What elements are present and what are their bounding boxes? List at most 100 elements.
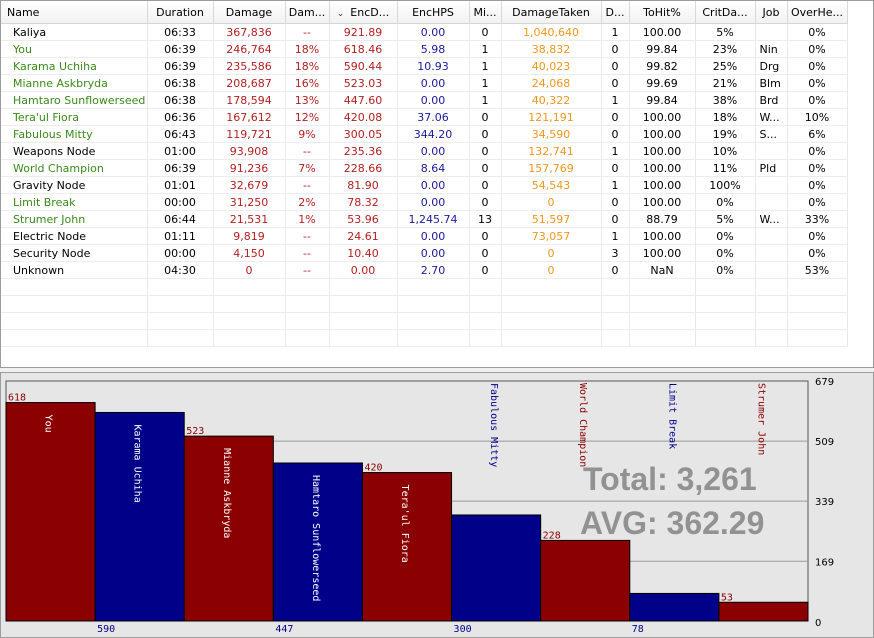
empty-cell (285, 278, 330, 296)
bar-name-label: World Champion (577, 383, 588, 467)
bar-5 (361, 472, 453, 622)
table-row[interactable]: Kaliya 06:33 367,836 -- 921.89 0.00 0 1,040,640… (1, 23, 848, 41)
col-header-encdps[interactable]: ⌄ EncD... (329, 1, 398, 24)
col-header-misses[interactable]: Mi... (469, 1, 502, 24)
table-row[interactable]: Electric Node 01:11 9,819 -- 24.61 0.00 0 73,05… (1, 227, 848, 245)
table-row[interactable]: Karama Uchiha 06:39 235,586 18% 590.44 10.93 1… (1, 57, 848, 75)
cell-encdps: 228.66 (329, 159, 398, 177)
cell-deaths: 1 (601, 227, 630, 245)
empty-cell (787, 329, 848, 347)
cell-tohit: 100.00 (629, 125, 696, 143)
cell-damage: 235,586 (213, 57, 286, 75)
cell-misses: 0 (469, 176, 502, 194)
cell-damage: 119,721 (213, 125, 286, 143)
cell-misses: 0 (469, 244, 502, 262)
cell-misses: 13 (469, 210, 502, 228)
cell-damage: 4,150 (213, 244, 286, 262)
cell-critdam: 11% (695, 159, 756, 177)
cell-encdps: 523.03 (329, 74, 398, 92)
cell-tohit: 99.69 (629, 74, 696, 92)
bar-4 (272, 462, 363, 622)
bar-value-label: 420 (364, 463, 382, 474)
cell-overheal: 0% (787, 176, 848, 194)
cell-damage: 367,836 (213, 23, 286, 41)
cell-duration: 06:39 (147, 57, 214, 75)
cell-name: Security Node (1, 244, 148, 262)
cell-name: Hamtaro Sunflowerseed (1, 91, 148, 109)
cell-overheal: 6% (787, 125, 848, 143)
cell-critdam: 0% (695, 227, 756, 245)
col-header-duration[interactable]: Duration (147, 1, 214, 24)
col-header-tohit[interactable]: ToHit% (629, 1, 696, 24)
col-header-job[interactable]: Job (755, 1, 788, 24)
cell-damage-pct: -- (285, 261, 330, 279)
col-header-overheal[interactable]: OverHe... (787, 1, 848, 24)
table-row[interactable]: Limit Break 00:00 31,250 2% 78.32 0.00 0 0 0 100.… (1, 193, 848, 211)
cell-damage-taken: 132,741 (501, 142, 602, 160)
bar-9 (718, 601, 809, 622)
cell-damage: 246,764 (213, 40, 286, 58)
col-header-damage-taken[interactable]: DamageTaken (501, 1, 602, 24)
empty-row (1, 329, 848, 347)
cell-job (755, 227, 788, 245)
cell-damage-pct: 18% (285, 40, 330, 58)
empty-cell (469, 278, 502, 296)
empty-cell (285, 329, 330, 347)
cell-overheal: 33% (787, 210, 848, 228)
cell-duration: 00:00 (147, 244, 214, 262)
table-row[interactable]: Strumer John 06:44 21,531 1% 53.96 1,245.74 13… (1, 210, 848, 228)
table-row[interactable]: Tera'ul Fiora 06:36 167,612 12% 420.08 37.06 0… (1, 108, 848, 126)
bar-name-label: Hamtaro Sunflowerseed (310, 475, 321, 601)
table-row[interactable]: Mianne Askbryda 06:38 208,687 16% 523.03 0.00… (1, 74, 848, 92)
cell-duration: 06:33 (147, 23, 214, 41)
empty-cell (695, 278, 756, 296)
table-row[interactable]: Security Node 00:00 4,150 -- 10.40 0.00 0 0 3 100… (1, 244, 848, 262)
bar-value-label: 590 (97, 624, 115, 635)
y-tick-label: 509 (815, 437, 834, 448)
cell-job (755, 142, 788, 160)
chevron-down-icon: ⌄ (336, 8, 345, 19)
bar-name-label: Fabulous Mitty (488, 383, 499, 467)
cell-critdam: 19% (695, 125, 756, 143)
table-row[interactable]: Weapons Node 01:00 93,908 -- 235.36 0.00 0 132,… (1, 142, 848, 160)
cell-damage: 0 (213, 261, 286, 279)
cell-overheal: 0% (787, 57, 848, 75)
col-header-damage[interactable]: Damage (213, 1, 286, 24)
empty-cell (695, 312, 756, 330)
table-row[interactable]: Unknown 04:30 0 -- 0.00 2.70 0 0 0 NaN 0% 53% (1, 261, 848, 279)
bar-name-label: Limit Break (666, 383, 677, 449)
empty-cell (695, 295, 756, 313)
cell-name: Fabulous Mitty (1, 125, 148, 143)
cell-deaths: 0 (601, 261, 630, 279)
col-header-deaths[interactable]: D... (601, 1, 630, 24)
col-header-name[interactable]: Name (1, 1, 148, 24)
encounter-table: Name Duration Damage Dam... ⌄ EncD... Enc… (1, 1, 848, 347)
table-row[interactable]: Gravity Node 01:01 32,679 -- 81.90 0.00 0 54,54… (1, 176, 848, 194)
table-row[interactable]: You 06:39 246,764 18% 618.46 5.98 1 38,832 0 99.8… (1, 40, 848, 58)
cell-tohit: 88.79 (629, 210, 696, 228)
cell-encdps: 447.60 (329, 91, 398, 109)
cell-tohit: 100.00 (629, 244, 696, 262)
cell-deaths: 3 (601, 244, 630, 262)
col-header-damage-pct[interactable]: Dam... (285, 1, 330, 24)
y-tick-label: 339 (815, 497, 834, 508)
cell-misses: 0 (469, 227, 502, 245)
cell-damage: 31,250 (213, 193, 286, 211)
cell-damage-taken: 0 (501, 261, 602, 279)
encounter-table-panel[interactable]: Name Duration Damage Dam... ⌄ EncD... Enc… (0, 0, 874, 368)
cell-critdam: 0% (695, 193, 756, 211)
table-row[interactable]: Fabulous Mitty 06:43 119,721 9% 300.05 344.20… (1, 125, 848, 143)
empty-cell (1, 312, 148, 330)
cell-name: Mianne Askbryda (1, 74, 148, 92)
col-header-critdam[interactable]: CritDa... (695, 1, 756, 24)
average-label: AVG: 362.29 (580, 505, 765, 541)
cell-damage-taken: 54,543 (501, 176, 602, 194)
col-header-enchps[interactable]: EncHPS (397, 1, 470, 24)
cell-damage-taken: 38,832 (501, 40, 602, 58)
cell-tohit: 99.82 (629, 57, 696, 75)
cell-enchps: 344.20 (397, 125, 470, 143)
table-row[interactable]: Hamtaro Sunflowerseed 06:38 178,594 13% 447.… (1, 91, 848, 109)
cell-name: Tera'ul Fiora (1, 108, 148, 126)
table-row[interactable]: World Champion 06:39 91,236 7% 228.66 8.64 0 15… (1, 159, 848, 177)
y-tick-label: 679 (815, 377, 834, 388)
